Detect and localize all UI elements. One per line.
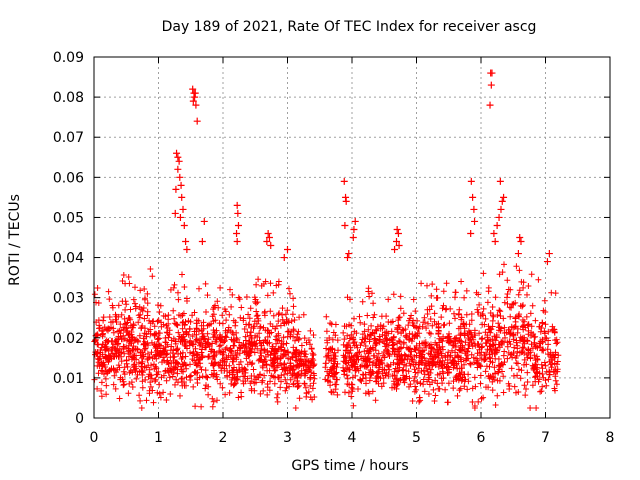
roti-outlier-point (176, 173, 184, 181)
x-tick-label: 6 (477, 430, 486, 446)
roti-outlier-point (172, 185, 180, 193)
x-tick-label: 0 (90, 430, 99, 446)
roti-outlier-point (514, 250, 522, 258)
roti-outlier-point (179, 205, 187, 213)
roti-outlier-point (180, 221, 188, 229)
roti-outlier-point (174, 153, 182, 161)
y-tick-label: 0.05 (53, 210, 84, 226)
roti-outlier-point (193, 117, 201, 125)
x-tick-label: 4 (348, 430, 357, 446)
roti-outlier-point (189, 97, 197, 105)
y-tick-label: 0.08 (53, 90, 84, 106)
roti-outlier-point (345, 250, 353, 258)
roti-outlier-point (198, 238, 206, 246)
roti-outlier-point (191, 89, 199, 97)
x-tick-label: 8 (606, 430, 615, 446)
roti-outlier-point (263, 238, 271, 246)
roti-outlier-point (470, 205, 478, 213)
y-tick-label: 0.07 (53, 130, 84, 146)
roti-outlier-point (498, 197, 506, 205)
roti-outlier-point (178, 193, 186, 201)
roti-outlier-point (471, 217, 479, 225)
roti-outlier-point (349, 234, 357, 241)
roti-outlier-point (176, 213, 184, 221)
roti-outlier-point (495, 213, 503, 221)
roti-outlier-point (191, 93, 199, 101)
roti-outlier-point (350, 225, 358, 233)
roti-outlier-point (490, 229, 498, 237)
roti-outlier-point (183, 246, 191, 254)
roti-outlier-point (488, 69, 496, 77)
roti-outlier-point (233, 201, 241, 209)
roti-outlier-point (487, 81, 495, 89)
roti-outlier-point (175, 157, 183, 165)
roti-outlier-point (486, 101, 494, 109)
x-tick-label: 7 (541, 430, 550, 446)
roti-outlier-point (233, 229, 241, 237)
x-tick-label: 5 (412, 430, 421, 446)
x-tick-label: 2 (219, 430, 228, 446)
y-tick-label: 0.04 (53, 251, 84, 267)
roti-outlier-point (351, 217, 359, 225)
chart-title: Day 189 of 2021, Rate Of TEC Index for r… (162, 19, 537, 35)
roti-outlier-point (171, 209, 179, 217)
roti-outlier-point (234, 209, 242, 217)
roti-outlier-point (517, 238, 525, 246)
data-points (91, 69, 562, 411)
y-tick-label: 0.01 (53, 371, 84, 387)
roti-outlier-point (493, 221, 501, 229)
roti-outlier-point (393, 225, 401, 233)
roti-outlier-point (342, 193, 350, 201)
roti-outlier-point (543, 258, 551, 266)
roti-outlier-point (545, 250, 553, 258)
x-tick-labels: 0 1 2 3 4 5 6 7 8 (90, 430, 615, 446)
roti-outlier-point (233, 238, 241, 246)
roti-outlier-point (342, 197, 350, 205)
roti-outlier-point (340, 177, 348, 185)
roti-outlier-point (469, 193, 477, 201)
x-tick-label: 3 (283, 430, 292, 446)
roti-outlier-point (393, 238, 401, 246)
y-tick-labels: 0 0.01 0.02 0.03 0.04 0.05 0.06 0.07 0.08 0.09 (53, 50, 84, 427)
roti-outlier-point (200, 217, 208, 225)
roti-outlier-point (267, 242, 275, 250)
roti-outlier-point (467, 177, 475, 185)
roti-outlier-point (264, 229, 272, 237)
roti-outlier-point (343, 254, 351, 262)
roti-outlier-point (174, 165, 182, 173)
roti-outlier-point (394, 229, 402, 237)
roti-outlier-point (341, 221, 349, 229)
roti-outlier-point (192, 101, 200, 109)
y-tick-label: 0 (75, 411, 84, 427)
y-tick-label: 0.03 (53, 291, 84, 307)
y-tick-label: 0.09 (53, 50, 84, 66)
y-axis-label: ROTI / TECUs (7, 194, 23, 286)
roti-scatter-markers (91, 261, 562, 411)
roti-outlier-point (516, 234, 524, 241)
roti-outlier-point (496, 177, 504, 185)
roti-outlier-point (497, 205, 505, 213)
roti-outlier-point (234, 221, 242, 229)
roti-outlier-point (395, 242, 403, 250)
roti-outlier-point (491, 238, 499, 246)
roti-outlier-point (182, 238, 190, 246)
roti-outlier-point (284, 246, 291, 254)
roti-outlier-point (467, 229, 475, 237)
roti-outlier-point (177, 181, 185, 189)
axis-ticks (93, 56, 611, 419)
x-tick-label: 1 (154, 430, 163, 446)
roti-outlier-point (189, 85, 197, 93)
y-tick-label: 0.02 (53, 331, 84, 347)
roti-outlier-point (391, 246, 399, 254)
y-tick-label: 0.06 (53, 170, 84, 186)
roti-outlier-point (500, 193, 508, 201)
roti-outlier-point (173, 149, 181, 157)
roti-outlier-point (280, 254, 288, 262)
x-axis-label: GPS time / hours (291, 458, 408, 474)
roti-outlier-point (265, 234, 273, 241)
